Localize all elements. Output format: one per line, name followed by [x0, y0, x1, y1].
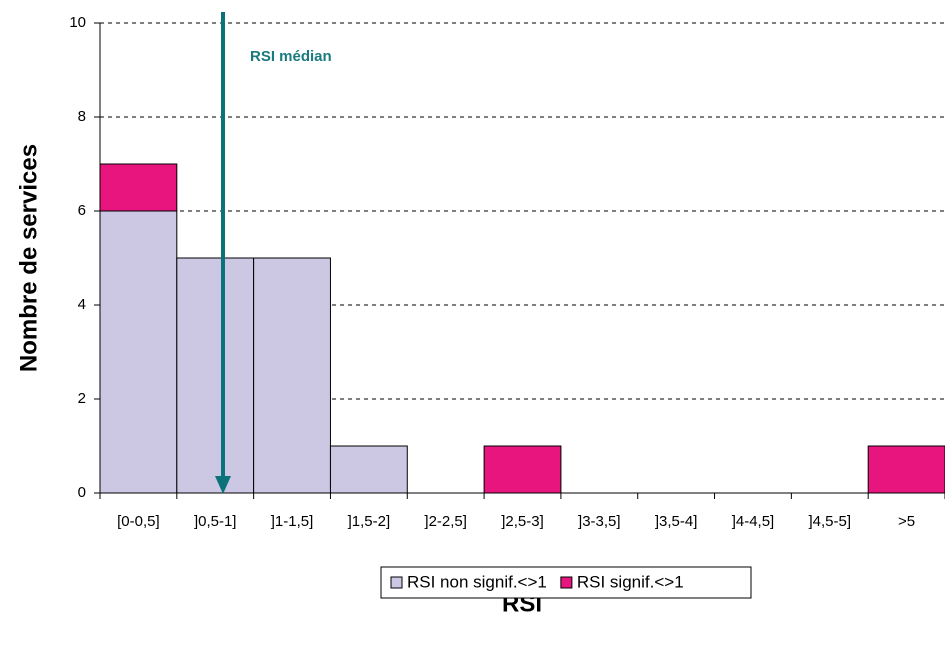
- legend-label: RSI signif.<>1: [577, 572, 684, 591]
- bar: [867, 445, 945, 494]
- bar: [176, 257, 255, 494]
- y-tick-label: 10: [69, 14, 86, 31]
- x-tick-label: ]4,5-5]: [809, 513, 852, 530]
- y-tick-label: 4: [78, 296, 86, 313]
- x-tick-label: >5: [898, 513, 915, 530]
- x-tick-label: ]2,5-3]: [501, 513, 544, 530]
- y-tick-label: 6: [78, 202, 86, 219]
- x-tick-label: ]3-3,5]: [578, 513, 621, 530]
- legend-swatch: [390, 576, 403, 589]
- bar: [329, 445, 408, 494]
- annotation: RSI médian: [250, 48, 332, 65]
- x-tick-label: ]1-1,5]: [271, 513, 314, 530]
- x-tick-label: ]4-4,5]: [732, 513, 775, 530]
- bar: [483, 445, 562, 494]
- bar: [253, 257, 331, 494]
- legend-swatch: [560, 576, 573, 589]
- y-axis-label: Nombre de services: [15, 144, 42, 372]
- bar: [99, 163, 178, 212]
- x-tick-label: ]3,5-4]: [655, 513, 698, 530]
- x-tick-label: ]1,5-2]: [348, 513, 391, 530]
- x-tick-label: ]2-2,5]: [424, 513, 467, 530]
- y-tick-label: 0: [78, 484, 86, 501]
- x-tick-label: [0-0,5]: [117, 513, 160, 530]
- x-tick-label: ]0,5-1]: [194, 513, 237, 530]
- legend-label: RSI non signif.<>1: [407, 572, 547, 591]
- median-arrowhead: [215, 476, 231, 494]
- legend: RSI non signif.<>1 RSI signif.<>1: [380, 566, 752, 599]
- y-tick-label: 2: [78, 390, 86, 407]
- y-tick-label: 8: [78, 108, 86, 125]
- bar: [99, 210, 178, 494]
